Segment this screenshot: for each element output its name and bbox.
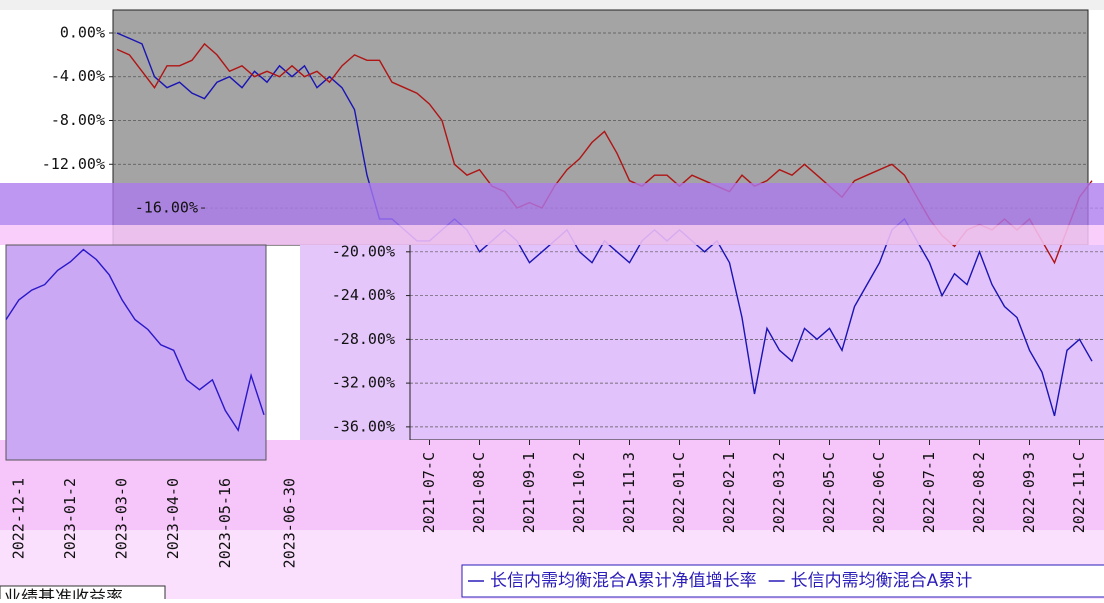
- lower-plot-area: [300, 245, 1104, 460]
- x-tick-label: 2022-11-C: [1070, 452, 1088, 533]
- x-tick-label: 2021-09-1: [520, 452, 538, 533]
- x-tick-label: 2022-03-2: [770, 452, 788, 533]
- x-tick-label: 2023-06-30: [280, 478, 298, 568]
- y-tick-label: -28.00%: [332, 330, 395, 348]
- x-tick-label: 2023-01-2: [61, 478, 79, 559]
- x-tick-label: 2023-04-0: [164, 478, 182, 559]
- y-tick-label: 0.00%: [60, 23, 105, 41]
- x-tick-label: 2022-05-C: [820, 452, 838, 533]
- x-tick-label: 2022-02-1: [720, 452, 738, 533]
- y-tick-label: -4.00%: [51, 67, 105, 85]
- y-tick-label: -32.00%: [332, 374, 395, 392]
- y-tick-label: -20.00%: [332, 242, 395, 260]
- x-tick-label: 2022-09-3: [1020, 452, 1038, 533]
- inset-panel: [6, 245, 266, 460]
- x-tick-label: 2022-08-2: [970, 452, 988, 533]
- y-tick-label: -24.00%: [332, 286, 395, 304]
- y-tick-label: -12.00%: [42, 155, 105, 173]
- x-tick-label: 2021-10-2: [570, 452, 588, 533]
- y-tick-label: -8.00%: [51, 111, 105, 129]
- page: {"chart_data": [ {"type": "line", "categ…: [0, 0, 1104, 599]
- glitch-band: [0, 225, 1104, 245]
- y-tick-label: -16.00%: [135, 199, 198, 217]
- x-tick-label: 2022-12-1: [9, 478, 27, 559]
- x-tick-label: 2022-07-1: [920, 452, 938, 533]
- legend-label: 长信内需均衡混合A累计净值增长率: [490, 571, 757, 591]
- y-tick-label: -36.00%: [332, 417, 395, 435]
- x-tick-label: 2022-01-C: [670, 452, 688, 533]
- legend-label: 长信内需均衡混合A累计: [791, 571, 973, 591]
- x-tick-label: 2023-03-0: [113, 478, 131, 559]
- x-tick-label: 2021-08-C: [470, 452, 488, 533]
- chart: 0.00% -4.00% -8.00% -12.00% -16.00% -20.00% -2…: [0, 0, 1104, 599]
- annotation: 业绩基准收益率: [4, 588, 123, 599]
- x-tick-label: 2021-07-C: [420, 452, 438, 533]
- x-tick-label: 2023-05-16: [216, 478, 234, 568]
- x-tick-label: 2022-06-C: [870, 452, 888, 533]
- x-tick-label: 2021-11-3: [620, 452, 638, 533]
- top-strip: [0, 0, 1104, 10]
